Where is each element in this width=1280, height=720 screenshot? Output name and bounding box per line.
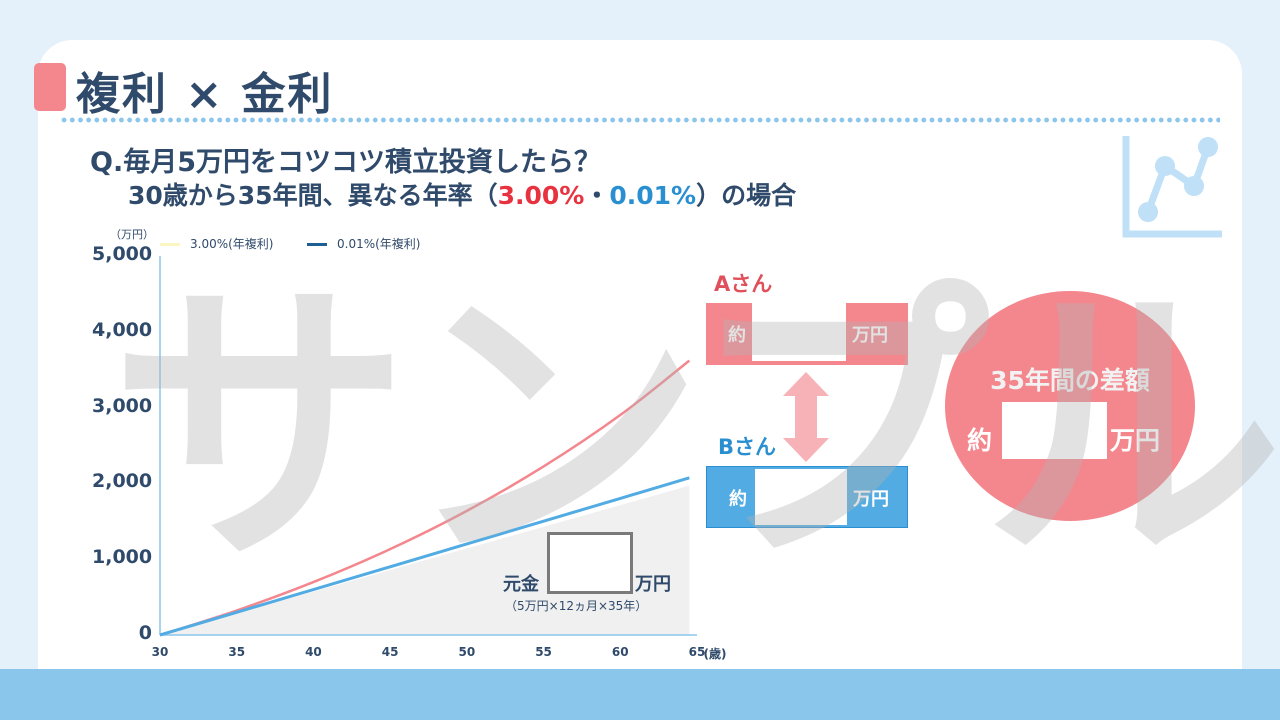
x-tick-label: 55 <box>535 645 552 659</box>
person-b-amount-input[interactable] <box>753 467 849 527</box>
x-tick-label: 60 <box>611 645 629 659</box>
rate-a-text: 3.00% <box>497 181 585 210</box>
x-tick-label: 65 <box>688 645 706 659</box>
person-b-unit: 万円 <box>853 489 889 510</box>
x-tick-label: 30 <box>151 645 169 659</box>
x-tick-label: 50 <box>458 645 476 659</box>
page-title: 複利 × 金利 <box>76 69 334 120</box>
person-b-box: 約 万円 <box>706 466 908 528</box>
person-b-label: Bさん <box>718 435 777 459</box>
question-line-2: 30歳から35年間、異なる年率（3.00%・0.01%）の場合 <box>128 176 796 212</box>
legend-label-001pct: 0.01%(年複利) <box>337 237 421 251</box>
title-marker <box>34 63 66 111</box>
person-a-amount-input[interactable] <box>752 303 848 363</box>
x-tick-label: 35 <box>228 645 246 659</box>
difference-unit: 万円 <box>1110 426 1161 455</box>
question-prefix: 30歳から35年間、異なる年率（ <box>128 181 498 210</box>
principal-note: （5万円×12ヵ月×35年） <box>505 599 648 613</box>
bottom-band <box>0 669 1280 720</box>
line-chart-icon <box>1122 136 1222 238</box>
principal-input-box[interactable] <box>547 532 633 594</box>
y-tick-label: 5,000 <box>92 243 153 265</box>
series-line-3pct <box>159 359 691 637</box>
x-tick-label: 40 <box>305 645 322 659</box>
x-axis-unit: (歳) <box>703 647 727 661</box>
legend-item-3pct: 3.00%(年複利) <box>160 235 274 252</box>
difference-circle: 35年間の差額 約 万円 <box>945 291 1195 521</box>
person-a-prefix: 約 <box>728 325 746 346</box>
question-suffix: ）の場合 <box>696 181 797 210</box>
double-arrow-icon <box>783 372 829 462</box>
principal-label: 元金 <box>503 574 539 595</box>
y-tick-label: 4,000 <box>92 318 153 341</box>
difference-prefix: 約 <box>967 426 993 455</box>
legend-label-3pct: 3.00%(年複利) <box>190 237 274 251</box>
rate-b-text: 0.01% <box>609 181 697 210</box>
difference-amount-input[interactable] <box>1002 402 1107 459</box>
person-a-unit: 万円 <box>852 325 888 346</box>
person-a-label: Aさん <box>714 272 773 296</box>
dotted-divider <box>60 117 1220 123</box>
legend-swatch-3pct <box>160 243 180 246</box>
difference-title: 35年間の差額 <box>990 366 1150 395</box>
person-a-box: 約 万円 <box>706 303 908 365</box>
rate-separator: ・ <box>584 181 610 210</box>
person-b-prefix: 約 <box>729 489 747 510</box>
legend-item-001pct: 0.01%(年複利) <box>307 235 421 252</box>
x-tick-label: 45 <box>381 645 399 659</box>
y-tick-label: 0 <box>138 622 152 644</box>
y-axis-unit: （万円） <box>110 228 154 241</box>
series-line-001pct <box>159 476 690 637</box>
y-tick-label: 3,000 <box>92 394 153 417</box>
y-tick-label: 1,000 <box>92 546 153 569</box>
y-tick-label: 2,000 <box>92 470 153 493</box>
principal-area <box>160 485 690 635</box>
question-line-1: Q.毎月5万円をコツコツ積立投資したら？ <box>90 147 601 178</box>
legend-swatch-001pct <box>307 243 327 246</box>
principal-unit: 万円 <box>635 574 671 595</box>
